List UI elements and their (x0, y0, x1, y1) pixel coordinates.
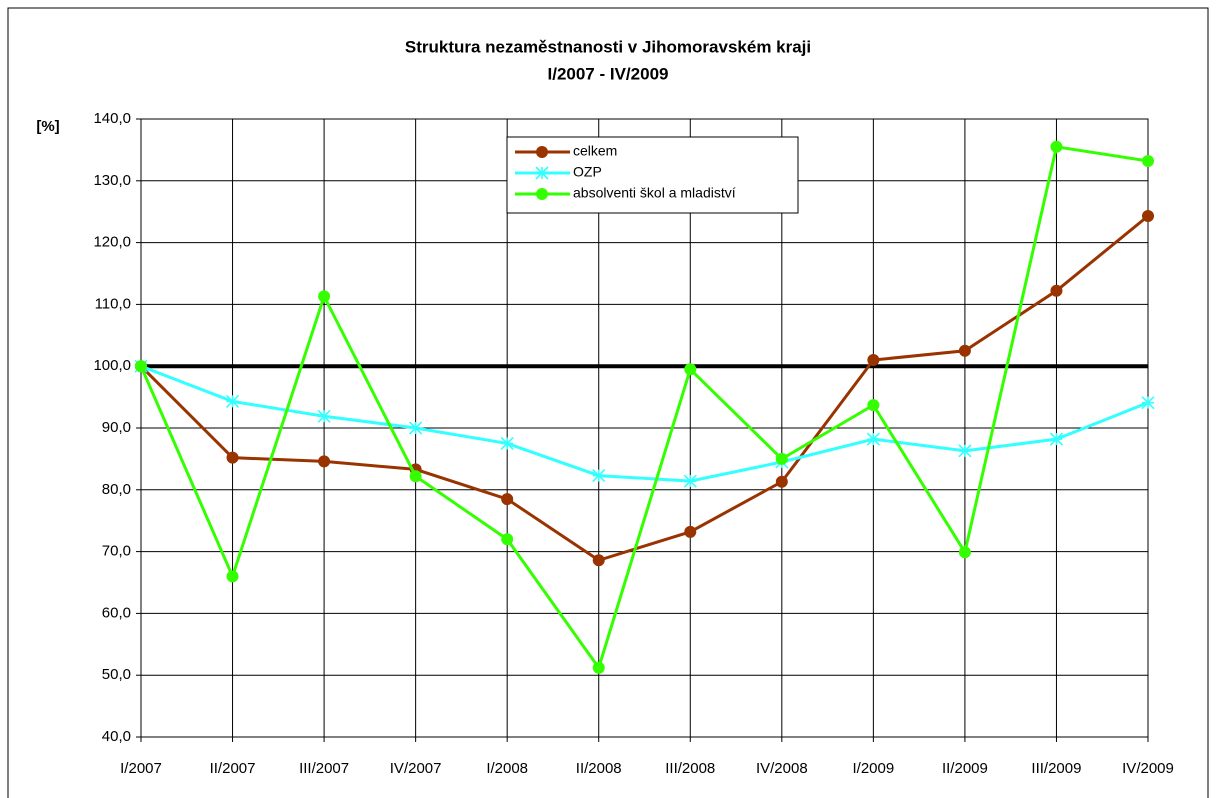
data-point (500, 436, 514, 451)
data-point (1142, 155, 1154, 168)
x-tick-label: IV/2008 (756, 760, 808, 777)
data-point (225, 394, 240, 408)
series-line (139, 214, 1149, 562)
data-point (867, 399, 880, 412)
data-point (501, 493, 514, 506)
y-tick-label: 80,0 (102, 481, 131, 498)
chart-subtitle: I/2007 - IV/2009 (548, 64, 669, 83)
data-point (775, 452, 788, 465)
legend-label: celkem (573, 143, 617, 159)
data-point (592, 469, 606, 483)
data-point (501, 533, 514, 546)
x-tick-label: I/2008 (486, 760, 528, 777)
y-tick-label: 100,0 (93, 357, 131, 374)
data-point (684, 363, 697, 376)
y-axis-label: [%] (36, 118, 59, 135)
x-tick-label: III/2007 (299, 760, 349, 777)
legend-label: OZP (573, 164, 602, 180)
data-point (958, 444, 972, 458)
y-tick-label: 40,0 (102, 728, 131, 745)
x-tick-label: I/2007 (120, 760, 162, 777)
data-point (226, 570, 239, 583)
legend-marker (536, 188, 548, 200)
x-tick-label: II/2008 (576, 760, 622, 777)
y-tick-label: 70,0 (102, 543, 131, 560)
data-point (866, 432, 880, 446)
y-tick-label: 50,0 (102, 666, 131, 683)
data-point (958, 344, 971, 357)
data-point (1049, 432, 1064, 446)
data-point (226, 451, 239, 464)
data-point (317, 409, 331, 423)
y-tick-label: 130,0 (93, 172, 131, 189)
data-point (1050, 140, 1063, 153)
x-tick-label: III/2008 (665, 760, 715, 777)
y-tick-label: 110,0 (95, 295, 131, 312)
data-point (1141, 396, 1155, 410)
x-tick-label: I/2009 (853, 760, 895, 777)
y-tick-label: 120,0 (93, 234, 131, 251)
x-tick-label: IV/2009 (1122, 760, 1174, 777)
data-point (684, 525, 697, 538)
series-line (140, 364, 1149, 483)
legend-label: absolventi škol a mladiství (573, 185, 736, 201)
y-tick-label: 60,0 (102, 604, 131, 621)
legend-box (506, 136, 799, 214)
x-tick-label: II/2009 (942, 760, 988, 777)
data-point (409, 470, 422, 483)
data-point (775, 475, 788, 488)
y-tick-label: 90,0 (102, 419, 131, 436)
x-tick-label: II/2007 (210, 760, 256, 777)
y-tick-label: 140,0 (93, 110, 131, 127)
data-point (1050, 284, 1063, 297)
legend-marker (536, 146, 548, 158)
data-point (318, 455, 331, 468)
x-tick-label: IV/2007 (390, 760, 442, 777)
data-point (958, 546, 971, 559)
x-tick-label: III/2009 (1031, 760, 1081, 777)
chart-title: Struktura nezaměstnanosti v Jihomoravské… (405, 37, 811, 56)
data-point (409, 421, 423, 435)
data-point (318, 290, 331, 303)
data-point (592, 661, 605, 674)
data-point (867, 354, 880, 367)
data-point (683, 474, 697, 488)
data-point (1142, 210, 1154, 223)
legend-marker (535, 166, 549, 180)
data-point (135, 360, 147, 373)
series-line (139, 145, 1149, 672)
data-point (592, 554, 605, 567)
